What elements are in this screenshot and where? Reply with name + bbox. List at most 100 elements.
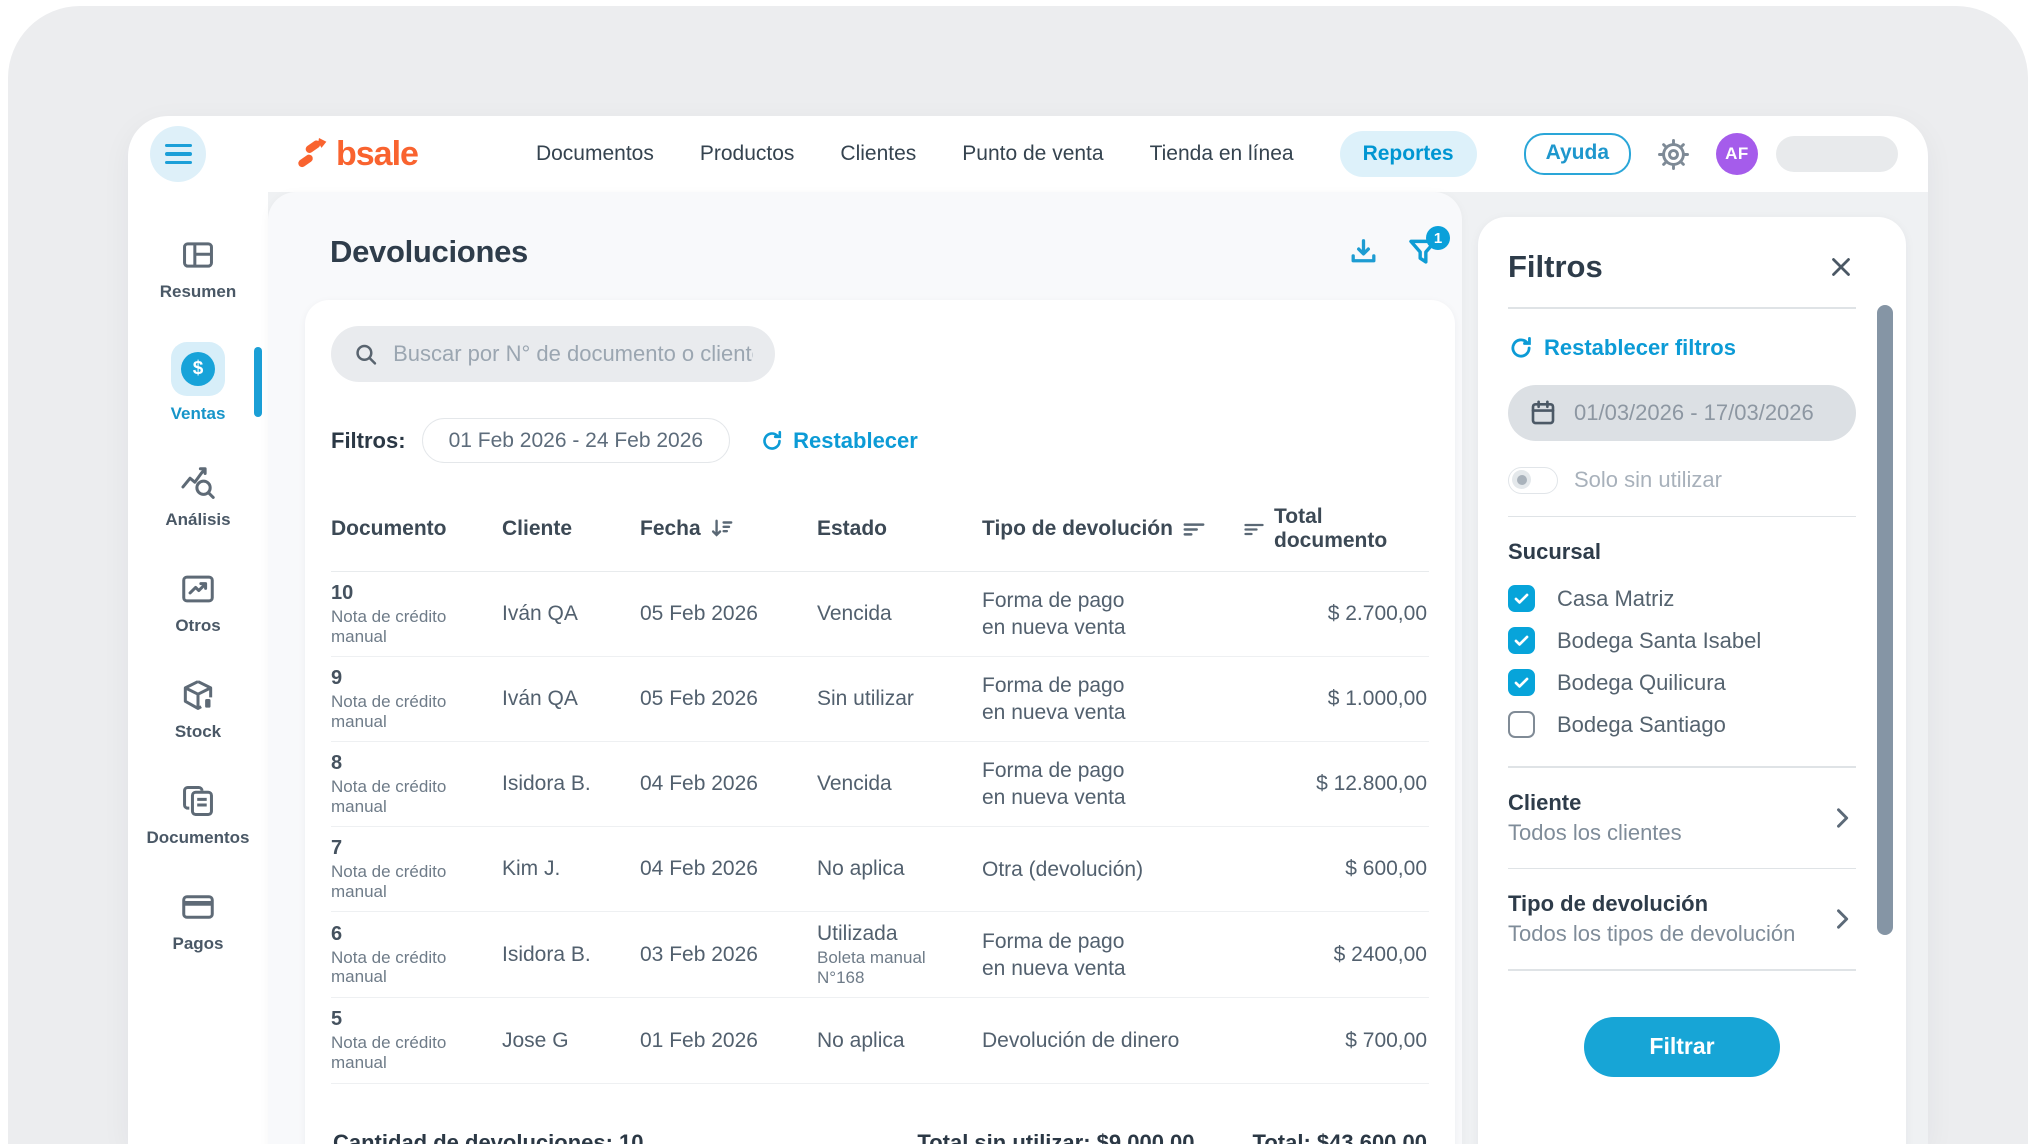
summary-row: Cantidad de devoluciones: 10 Total sin u… <box>331 1084 1429 1144</box>
return-type-filter-title: Tipo de devolución <box>1508 891 1709 916</box>
chevron-right-icon <box>1828 804 1856 832</box>
checkbox[interactable] <box>1508 669 1535 696</box>
table-row[interactable]: 9 Nota de crédito manual Iván QA 05 Feb … <box>331 657 1429 743</box>
table-row[interactable]: 10 Nota de crédito manual Iván QA 05 Feb… <box>331 572 1429 658</box>
bsale-logo[interactable]: bsale <box>294 135 419 174</box>
col-tipo-devolucion[interactable]: Tipo de devolución <box>982 516 1242 542</box>
status-cell: Sin utilizar <box>817 687 982 711</box>
return-type-cell: Otra (devolución) <box>982 857 1144 881</box>
gear-icon[interactable] <box>1657 138 1690 171</box>
divider <box>1508 766 1856 768</box>
status-text: No aplica <box>817 857 905 881</box>
date-cell: 04 Feb 2026 <box>640 857 758 881</box>
table-row[interactable]: 6 Nota de crédito manual Isidora B. 03 F… <box>331 912 1429 999</box>
table-body: 10 Nota de crédito manual Iván QA 05 Feb… <box>331 572 1429 1084</box>
report-header: Devoluciones 1 <box>268 192 1462 270</box>
sidebar-item-documentos[interactable]: Documentos <box>147 782 249 848</box>
branch-option[interactable]: Bodega Santa Isabel <box>1508 627 1856 654</box>
nav-item[interactable]: Productos <box>699 142 795 165</box>
main-nav: Documentos Productos Clientes Punto de v… <box>536 131 1477 177</box>
app-window: bsale Documentos Productos Clientes Punt… <box>128 116 1928 1144</box>
nav-item[interactable]: Documentos <box>535 142 654 165</box>
sidebar-item-pagos[interactable]: Pagos <box>172 888 224 954</box>
toggle-label: Solo sin utilizar <box>1574 467 1722 492</box>
sidebar-item-otros[interactable]: Otros <box>175 570 221 636</box>
unused-only-toggle-row: Solo sin utilizar <box>1508 466 1856 494</box>
document-type: Nota de crédito manual <box>331 862 447 901</box>
topbar: bsale Documentos Productos Clientes Punt… <box>128 116 1928 192</box>
document-cell: 7 Nota de crédito manual <box>331 837 502 901</box>
branch-option[interactable]: Casa Matriz <box>1508 585 1856 612</box>
return-type-filter-row[interactable]: Tipo de devolución Todos los tipos de de… <box>1508 891 1856 947</box>
search-box[interactable] <box>331 326 775 382</box>
checkbox[interactable] <box>1508 585 1535 612</box>
table-row[interactable]: 5 Nota de crédito manual Jose G 01 Feb 2… <box>331 998 1429 1084</box>
nav-item[interactable]: Reportes <box>1339 131 1477 177</box>
date-range-chip[interactable]: 01 Feb 2026 - 24 Feb 2026 <box>421 418 731 463</box>
filters-panel: Filtros Restablecer filtros <box>1478 217 1906 1144</box>
payments-icon <box>182 895 214 919</box>
filters-label: Filtros: <box>331 427 406 453</box>
apply-filters-button[interactable]: Filtrar <box>1584 1016 1780 1077</box>
client-filter-title: Cliente <box>1508 789 1582 815</box>
client-filter-value: Todos los clientes <box>1508 819 1682 845</box>
status-cell: No aplica <box>817 857 982 881</box>
document-number: 6 <box>331 922 343 945</box>
divider <box>1508 307 1856 309</box>
unused-only-toggle[interactable] <box>1508 466 1558 494</box>
stock-icon <box>183 680 213 710</box>
filter-lines-icon[interactable] <box>1181 516 1207 542</box>
date-range-input[interactable]: 01/03/2026 - 17/03/2026 <box>1508 384 1856 441</box>
search-input[interactable] <box>393 341 753 367</box>
document-type: Nota de crédito manual <box>331 1033 447 1073</box>
client-cell: Jose G <box>502 1028 569 1052</box>
refresh-icon <box>763 430 782 450</box>
branch-option[interactable]: Bodega Santiago <box>1508 711 1856 738</box>
sidebar-item-stock[interactable]: Stock <box>175 676 221 742</box>
date-cell: 03 Feb 2026 <box>640 942 758 966</box>
reset-filters-link[interactable]: Restablecer <box>760 428 918 454</box>
close-icon[interactable] <box>1826 252 1856 282</box>
table-row[interactable]: 7 Nota de crédito manual Kim J. 04 Feb 2… <box>331 827 1429 913</box>
total-amount: Total: $43.600,00 <box>1252 1129 1427 1144</box>
returns-count: Cantidad de devoluciones: 10 <box>333 1129 644 1144</box>
return-type-cell: Forma de pago en nueva venta <box>982 929 1126 980</box>
status-text: Utilizada <box>817 922 898 946</box>
sort-date-icon[interactable] <box>709 516 735 542</box>
col-fecha[interactable]: Fecha <box>640 516 817 542</box>
return-type-filter-value: Todos los tipos de devolución <box>1508 921 1796 946</box>
avatar[interactable]: AF <box>1716 133 1758 175</box>
col-total-documento[interactable]: Total documento <box>1242 505 1429 553</box>
panel-scrollbar[interactable] <box>1877 305 1893 935</box>
status-text: Vencida <box>817 602 892 626</box>
check-icon <box>1514 635 1529 646</box>
hamburger-menu-button[interactable] <box>150 126 206 182</box>
nav-item[interactable]: Clientes <box>840 142 917 165</box>
sidebar-item-ventas[interactable]: $ Ventas <box>171 342 225 424</box>
filter-button[interactable]: 1 <box>1406 226 1450 269</box>
user-name-placeholder <box>1776 136 1898 172</box>
help-button[interactable]: Ayuda <box>1523 133 1631 175</box>
nav-item[interactable]: Tienda en línea <box>1149 142 1294 165</box>
checkbox[interactable] <box>1508 711 1535 738</box>
filter-lines-icon[interactable] <box>1242 516 1266 542</box>
download-button[interactable] <box>1347 236 1380 269</box>
col-estado[interactable]: Estado <box>817 517 888 540</box>
branch-option[interactable]: Bodega Quilicura <box>1508 669 1856 696</box>
divider <box>1508 969 1856 971</box>
others-icon <box>182 575 214 603</box>
client-filter-row[interactable]: Cliente Todos los clientes <box>1508 790 1856 846</box>
status-cell: Vencida <box>817 602 982 626</box>
nav-item[interactable]: Punto de venta <box>962 142 1104 165</box>
col-documento[interactable]: Documento <box>331 517 447 540</box>
return-type-cell: Forma de pago en nueva venta <box>982 673 1126 725</box>
reset-all-filters-link[interactable]: Restablecer filtros <box>1508 335 1856 361</box>
table-row[interactable]: 8 Nota de crédito manual Isidora B. 04 F… <box>331 742 1429 828</box>
col-cliente[interactable]: Cliente <box>502 517 573 540</box>
sidebar-item-analisis[interactable]: Análisis <box>165 464 231 530</box>
sidebar: Resumen $ Ventas Análisis Otros <box>128 192 268 1144</box>
check-icon <box>1514 677 1529 688</box>
sidebar-item-resumen[interactable]: Resumen <box>160 236 236 302</box>
checkbox[interactable] <box>1508 627 1535 654</box>
status-text: Vencida <box>817 772 892 796</box>
